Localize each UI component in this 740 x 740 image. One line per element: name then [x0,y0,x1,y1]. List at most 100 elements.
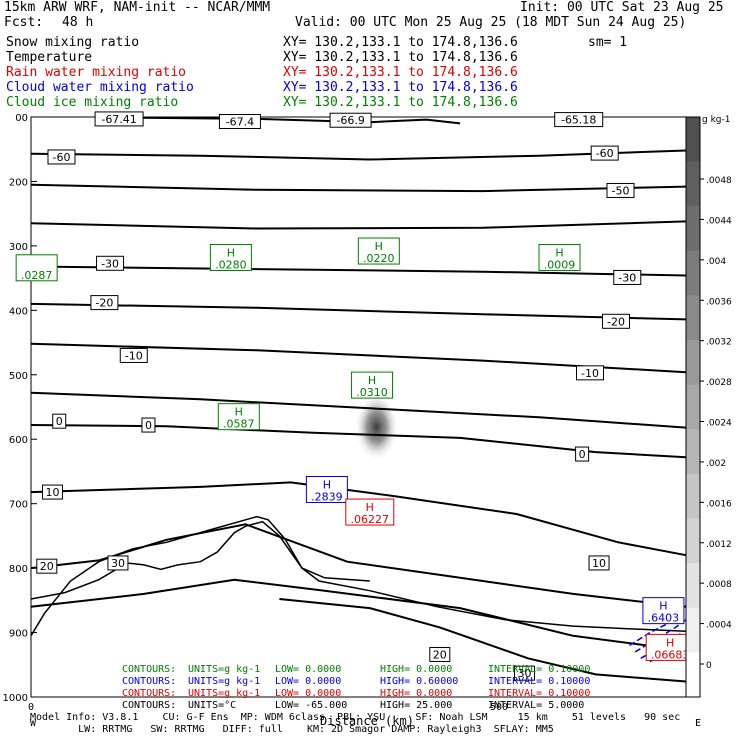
colorbar-tick-label: .002 [706,459,726,469]
maximum-value: .0009 [544,258,576,271]
colorbar-tick-label: .0024 [706,419,732,429]
y-tick-label: 400 [9,306,28,317]
maximum-value: .0280 [215,258,247,271]
contour-info-contours: CONTOURS: [122,688,177,699]
valid-time: Valid: 00 UTC Mon 25 Aug 25 (18 MDT Sun … [295,15,687,30]
isotherm-label: 0 [579,448,586,461]
colorbar-segment [686,473,700,520]
contour-info-low: LOW= 0.0000 [275,676,342,687]
isotherm-label: 0 [145,419,152,432]
maximum-value: .06683 [651,648,690,661]
colorbar-segment [686,206,700,252]
isotherm-label: -65.18 [561,114,596,127]
contour-info-interval: INTERVAL= 0.10000 [488,688,591,699]
colorbar-segment [686,563,700,609]
field-name: Cloud water mixing ratio [6,80,194,95]
field-name: Temperature [6,50,93,65]
contour-info-contours: CONTOURS: [122,664,177,675]
isotherm-label: -66.9 [336,114,364,127]
field-xy: XY= 130.2,133.1 to 174.8,136.6 [283,80,518,95]
footer-physics-info: LW: RRTMG SW: RRTMG DIFF: full KM: 2D Sm… [30,724,554,735]
isotherm-label: 0 [56,415,63,428]
contour-info-contours: CONTOURS: [122,700,177,711]
maximum-value: .0587 [223,418,255,431]
west-end-label: W [30,718,37,729]
isotherm-label-box [588,555,610,571]
maximum-value: .2839 [311,490,343,503]
isotherm-label: -10 [581,367,599,380]
isotherm-label: 10 [592,557,606,570]
forecast-hours: 48 h [62,15,94,30]
maximum-marker: H [323,478,331,491]
isotherm-label-box [575,446,590,462]
isotherm-label: -60 [596,147,614,160]
y-tick-label: 800 [9,564,28,575]
isotherm-line [30,149,687,161]
colorbar-segment [686,652,700,698]
contour-info-high: HIGH= 0.0000 [380,688,453,699]
maximum-marker: H [659,600,667,613]
cloud-water-contour [634,619,687,653]
x-tick-500: 500 [490,702,509,713]
contour-info-low: LOW= 0.0000 [275,688,342,699]
isotherm-line [279,598,687,683]
isotherm-label-box [47,149,76,165]
colorbar-tick-label: .0004 [706,621,732,631]
isotherm-label-box [576,365,605,381]
y-tick-label: 00 [15,113,28,124]
isotherm-label: -10 [125,349,143,362]
maximum-marker: H [555,246,563,259]
isotherm-label-box [590,145,619,161]
colorbar-tick-label: .0044 [706,216,732,226]
isotherm-label-box [107,555,129,571]
init-time: Init: 00 UTC Sat 23 Aug 25 [520,0,724,15]
isotherm-label-box [554,112,604,128]
y-tick-label: 500 [9,371,28,382]
footer-model-info: Model Info: V3.8.1 CU: G-F Ens MP: WDM 6… [30,712,681,723]
colorbar-segment [686,117,700,163]
field-name: Rain water mixing ratio [6,65,187,80]
model-title: 15km ARW WRF, NAM-init -- NCAR/MMM [4,0,271,15]
maximum-label-box [345,498,395,526]
field-name: Cloud ice mixing ratio [6,95,179,110]
isotherm-label-box [514,665,536,681]
maximum-marker: H [366,501,374,514]
isotherm-label: 10 [45,486,59,499]
isotherm-line [30,302,687,321]
colorbar-tick-label: .0016 [706,499,732,509]
isotherm-line [30,183,687,193]
maximum-marker: H [368,374,376,387]
maximum-marker: H [375,240,383,253]
field-xy: XY= 130.2,133.1 to 174.8,136.6 [283,50,518,65]
forecast-label: Fcst: [4,15,44,30]
isotherm-label-box [36,558,58,574]
field-xy: XY= 130.2,133.1 to 174.8,136.6 [283,95,518,110]
maximum-marker: H [666,636,674,649]
isotherm-label-box [119,347,148,363]
contour-info-units: UNITS=°C [188,700,237,711]
maximum-marker: H [227,246,235,259]
contour-info-contours: CONTOURS: [122,676,177,687]
isotherm-label-box [141,417,156,433]
isotherm-label: 30 [111,557,125,570]
isotherm-line [30,265,687,277]
colorbar-tick-label: .0008 [706,580,732,590]
isotherm-label-box [41,484,63,500]
isotherm-label-box [96,255,125,271]
maximum-label-box [15,254,58,282]
isotherm-label: -30 [618,271,636,284]
colorbar-segment [686,295,700,341]
maximum-value: .0310 [356,386,388,399]
contour-info-low: LOW= -65.000 [275,700,348,711]
maximum-label-box [642,597,685,625]
colorbar-tick-label: .004 [706,257,726,267]
y-tick-label: 200 [9,177,28,188]
y-tick-label: 300 [9,242,28,253]
isotherm-label: 20 [433,648,447,661]
isotherm-label: 30 [518,667,532,680]
isotherm-label-box [606,182,635,198]
isotherm-label: -60 [53,151,71,164]
y-tick-label: 700 [9,500,28,511]
colorbar-segment [686,250,700,296]
